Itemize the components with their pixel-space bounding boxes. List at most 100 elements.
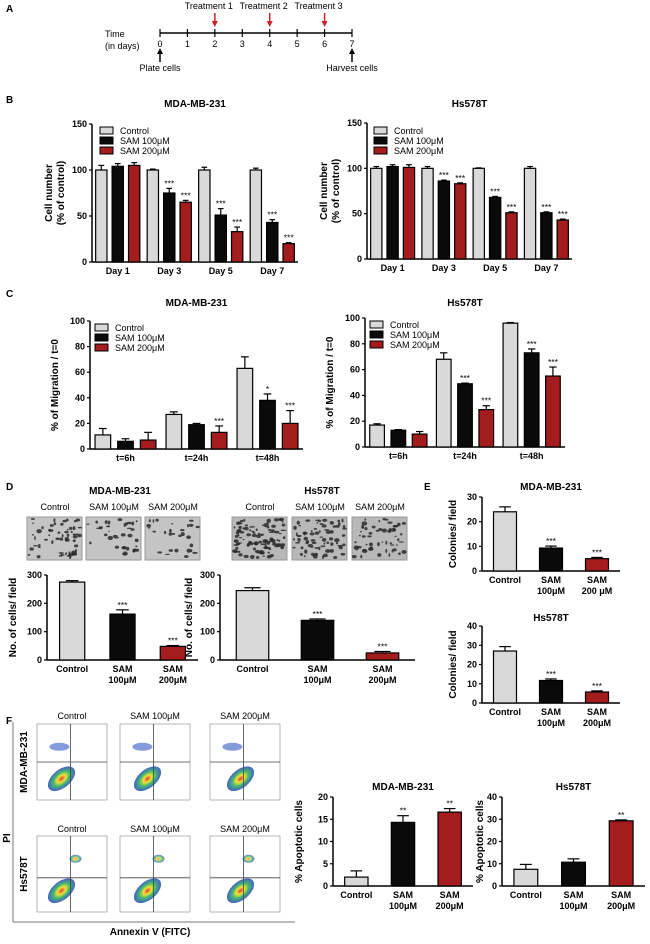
cell-stain [361, 524, 364, 529]
cell-stain [38, 544, 41, 547]
cell-stain [362, 548, 367, 552]
y-tick-label: 100 [72, 165, 87, 175]
significance-label: ** [446, 799, 453, 809]
y-tick-label: 0 [492, 881, 497, 891]
flow-column-label: SAM 100μM [130, 711, 180, 721]
panel-labels: A B C D E F [6, 4, 431, 727]
cell-stain [385, 540, 388, 545]
cell-stain [77, 533, 82, 538]
x-tick-label: SAM [564, 890, 584, 900]
y-tick-label: 20 [350, 416, 360, 426]
y-tick-label: 15 [318, 814, 328, 824]
y-axis-label: No. of cells/ field [184, 578, 195, 657]
significance-label: *** [284, 233, 295, 243]
cell-stain [310, 529, 313, 533]
legend-label: Control [390, 320, 419, 330]
time-label: Time [105, 29, 125, 39]
bar-e1 [492, 511, 518, 572]
cell-stain [360, 554, 363, 559]
cell-stain [117, 518, 123, 522]
cell-stain [29, 547, 34, 551]
cell-stain [239, 531, 245, 534]
flow-plot [209, 835, 281, 913]
cell-stain [298, 525, 302, 527]
cell-stain [276, 538, 279, 542]
cell-stain [281, 521, 284, 523]
cell-stain [268, 528, 272, 532]
flow-row-label: MDA-MB-231 [19, 731, 30, 793]
time-label: (in days) [105, 41, 140, 51]
cell-stain [387, 529, 392, 533]
y-axis-label: Cell number [44, 164, 55, 222]
y-tick-label: 100 [200, 627, 215, 637]
cell-stain [368, 547, 374, 551]
cell-stain [378, 519, 381, 523]
legend-label: SAM 200μM [115, 343, 165, 353]
cell-stain [256, 534, 261, 538]
significance-label: *** [592, 681, 603, 691]
cell-stain [307, 543, 314, 548]
bar-c2-s0 [502, 322, 519, 448]
y-tick-label: 80 [350, 339, 360, 349]
cell-stain [246, 533, 252, 537]
y-tick-label: 10 [487, 859, 497, 869]
x-tick-label: Control [510, 890, 542, 900]
cell-stain [184, 555, 189, 559]
x-tick-label: 200 μM [582, 586, 613, 596]
cell-stain [189, 519, 194, 522]
y-axis-label: (% of control) [331, 159, 342, 223]
bar-e2 [538, 679, 564, 704]
cell-stain [389, 542, 393, 545]
cell-stain [401, 549, 407, 554]
y-tick-label: 0 [357, 254, 362, 264]
cell-stain [251, 530, 255, 532]
bar-b1-s2 [230, 231, 244, 263]
cell-stain [192, 551, 198, 554]
cell-stain [270, 539, 276, 543]
cell-stain [302, 531, 308, 535]
cell-stain [267, 526, 270, 528]
cell-stain [165, 553, 170, 556]
cell-stain [378, 528, 383, 532]
cell-stain [233, 539, 236, 543]
cell-stain [292, 546, 296, 549]
cell-stain [320, 545, 326, 548]
cell-stain [278, 532, 282, 535]
chart-title: Hs578T [452, 99, 488, 110]
y-tick-label: 5 [323, 859, 328, 869]
cell-stain [178, 534, 182, 537]
cell-stain [233, 526, 236, 529]
cell-stain [135, 545, 138, 548]
cell-stain [342, 524, 346, 529]
cell-population [226, 766, 255, 792]
x-tick-label: 200μM [607, 901, 635, 911]
cell-population [47, 878, 76, 904]
cell-stain [169, 528, 172, 533]
cell-stain [255, 555, 260, 559]
cell-stain [392, 548, 397, 552]
y-axis-label: Colonies/ field [448, 500, 459, 568]
y-tick-label: 100 [27, 627, 42, 637]
x-tick-label: SAM [541, 575, 561, 585]
y-tick-label: 20 [467, 517, 477, 527]
image-label: Control [245, 502, 274, 512]
significance-label: *** [527, 339, 538, 349]
legend-swatch [94, 343, 109, 352]
significance-label: *** [592, 547, 603, 557]
cell-stain [189, 543, 194, 548]
cell-stain [235, 531, 240, 535]
significance-label: *** [439, 170, 450, 180]
cell-stain [399, 533, 403, 536]
timeline-day-label: 6 [322, 39, 327, 49]
cell-stain [309, 532, 315, 536]
x-tick-label: SAM [393, 890, 413, 900]
x-tick-label: Control [489, 707, 521, 717]
y-tick-label: 300 [27, 570, 42, 580]
cell-stain [364, 527, 368, 531]
cell-stain [132, 549, 136, 553]
x-tick-label: SAM [611, 890, 631, 900]
x-tick-label: 100μM [108, 675, 136, 685]
cell-stain [70, 530, 73, 534]
flow-plot [36, 835, 108, 913]
cell-stain [304, 549, 308, 554]
